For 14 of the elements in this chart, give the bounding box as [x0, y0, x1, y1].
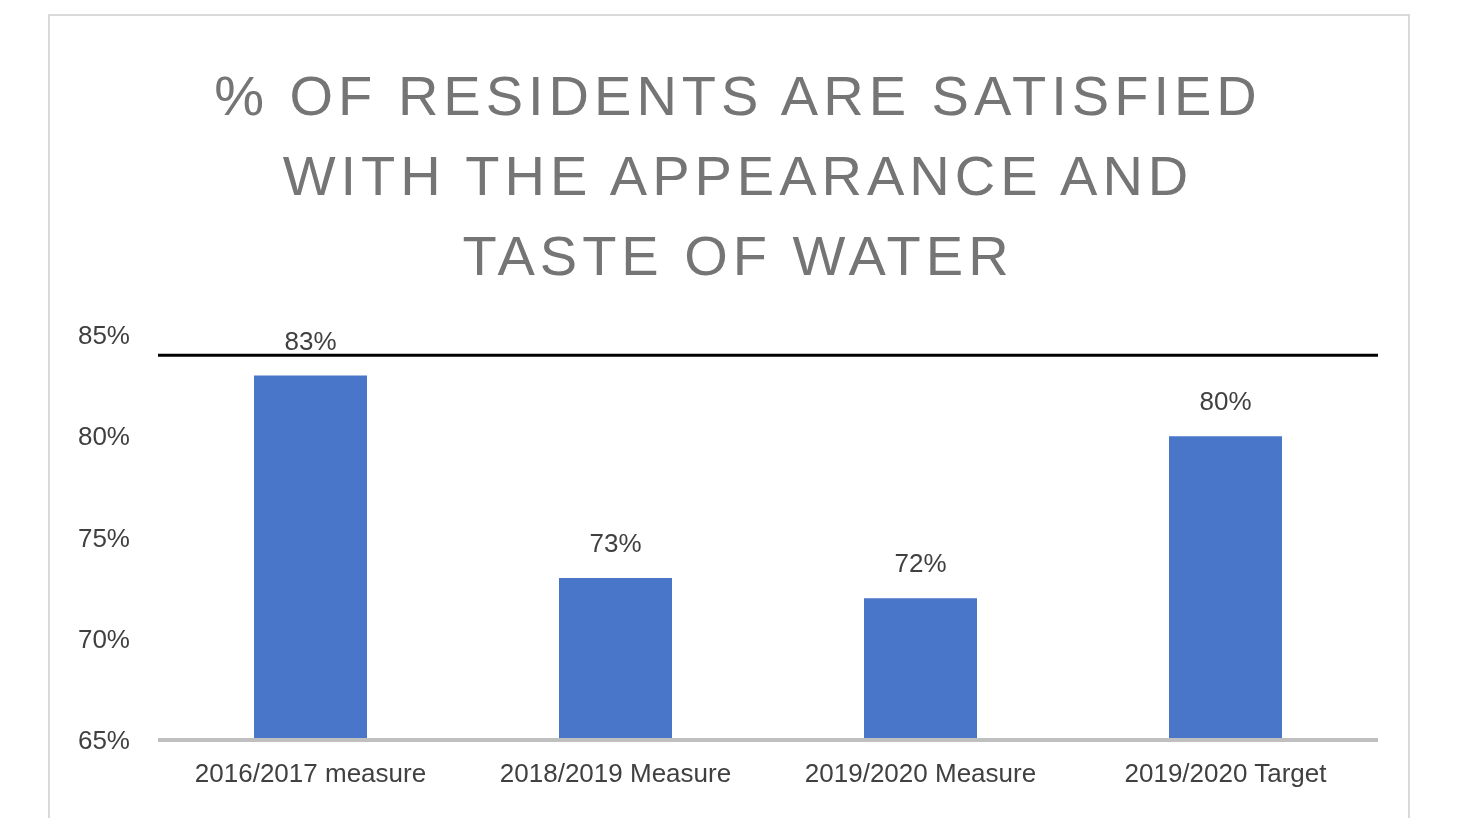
y-tick-label: 85%	[77, 320, 130, 351]
chart-title: % OF RESIDENTS ARE SATISFIED WITH THE APPEARANCE AND TASTE OF WATER	[213, 63, 1263, 289]
x-tick-label: 2018/2019 Measure	[499, 758, 732, 789]
data-label: 73%	[589, 528, 642, 558]
data-label: 80%	[1199, 386, 1252, 417]
data-label: 83%	[284, 325, 337, 356]
y-tick-label: 75%	[77, 522, 130, 553]
x-tick-label: 2019/2020 Target	[1124, 758, 1328, 789]
y-tick-label: 70%	[77, 623, 130, 654]
x-tick-label: 2019/2020 Measure	[804, 758, 1037, 789]
y-tick-label: 80%	[77, 421, 130, 452]
y-tick-label: 65%	[77, 725, 130, 756]
data-label: 72%	[894, 548, 947, 579]
x-tick-label: 2016/2017 measure	[194, 758, 427, 789]
